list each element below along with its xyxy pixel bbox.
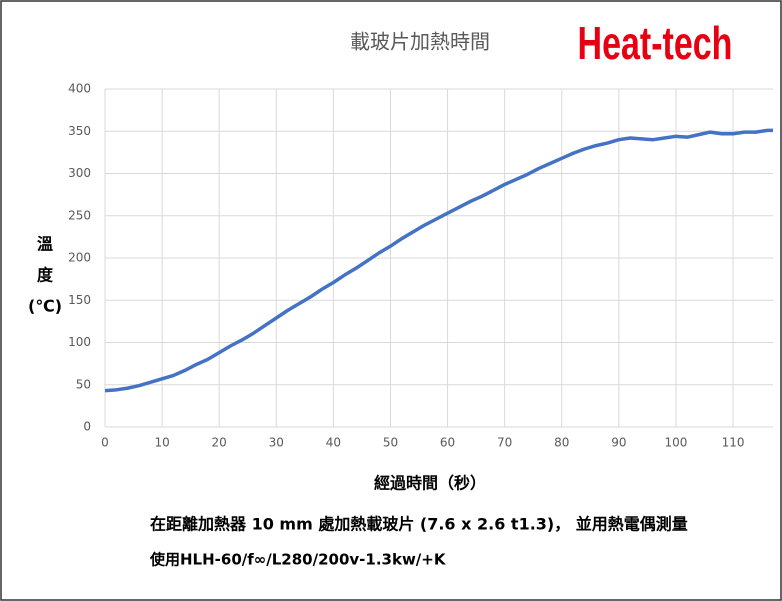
y-axis-label: (℃) [28,297,62,316]
y-tick-label: 0 [83,420,91,434]
y-tick-label: 150 [68,293,91,307]
x-axis-label: 經過時間（秒） [374,474,486,493]
x-tick-label: 10 [154,436,169,450]
y-tick-label: 200 [68,251,91,265]
y-axis-label: 度 [37,266,54,285]
brand-logo: Heat-tech [578,17,733,69]
note: 在距離加熱器 10 mm 處加熱載玻片 (7.6 x 2.6 t1.3)， 並用… [150,515,688,534]
y-axis-label: 溫 [37,235,53,254]
chart-title: 載玻片加熱時間 [350,30,490,54]
x-tick-label: 30 [269,436,284,450]
x-tick-label: 70 [497,436,512,450]
x-tick-label: 0 [101,436,109,450]
y-tick-label: 100 [68,335,91,349]
x-tick-label: 80 [554,436,569,450]
y-tick-label: 50 [76,377,91,391]
y-tick-label: 350 [68,124,91,138]
x-tick-label: 100 [664,436,687,450]
x-tick-label: 110 [722,436,745,450]
y-tick-label: 400 [68,82,91,96]
y-tick-label: 250 [68,208,91,222]
note: 使用HLH-60/f∞/L280/200v-1.3kw/+K [149,551,447,569]
x-tick-label: 60 [440,436,455,450]
x-tick-label: 90 [611,436,626,450]
y-tick-label: 300 [68,166,91,180]
x-tick-label: 20 [212,436,227,450]
data-line [104,128,773,393]
x-tick-label: 50 [383,436,398,450]
x-tick-label: 40 [326,436,341,450]
